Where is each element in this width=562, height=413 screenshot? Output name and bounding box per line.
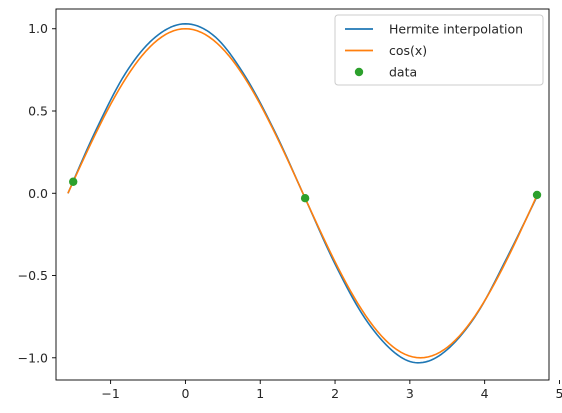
x-tick-label: 2 [331,386,339,401]
series-line-1 [67,27,539,359]
legend-box [334,14,544,86]
legend: Hermite interpolation cos(x) data [334,14,544,86]
x-tick-label: 4 [481,386,489,401]
data-point [300,194,310,203]
x-tick-label: 3 [406,386,414,401]
data-point [532,190,542,200]
series-layer [67,23,542,364]
y-tick-label: −0.5 [18,268,48,283]
y-tick-label: −1.0 [18,350,48,365]
data-point [69,177,78,186]
x-tick-label: 5 [555,386,562,401]
y-tick-label: 0.0 [28,186,48,201]
legend-label: cos(x) [389,43,427,58]
x-tick-label: 1 [256,386,264,401]
x-tick-label: 0 [181,386,189,401]
legend-label: Hermite interpolation [389,22,523,37]
x-tick-label: −1 [101,386,119,401]
y-tick-label: 0.5 [28,104,48,119]
legend-label: data [389,65,417,80]
axes-frame [55,8,550,381]
axes-layer: −1 0 1 2 3 4 5 −1.0 −0.5 0.0 0.5 1.0 [18,8,562,401]
y-tick-label: 1.0 [28,21,48,36]
legend-swatch-marker [354,67,364,77]
